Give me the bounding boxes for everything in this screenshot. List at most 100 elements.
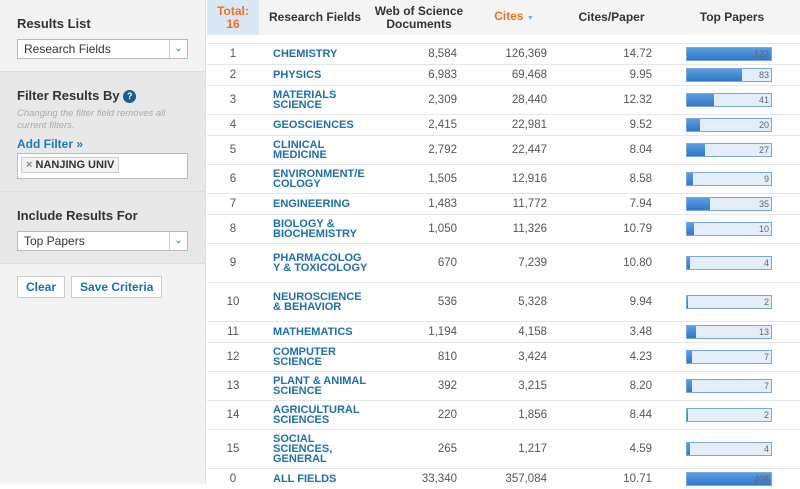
- header-research-fields[interactable]: Research Fields: [259, 0, 369, 35]
- top-papers-bar[interactable]: 13: [686, 324, 772, 339]
- results-list-select[interactable]: Research Fields ⌄: [17, 39, 188, 59]
- cites-per-paper-cell: 8.04: [559, 134, 664, 164]
- bar-value: 408: [753, 473, 769, 484]
- field-link[interactable]: SOCIAL SCIENCES, GENERAL: [259, 428, 369, 468]
- row-rank: 12: [207, 341, 259, 371]
- top-papers-cell: 35: [664, 192, 800, 214]
- bar-fill: [687, 172, 693, 185]
- header-cites[interactable]: Cites ▼: [469, 0, 559, 35]
- table-row: 1 CHEMISTRY 8,584 126,369 14.72 127: [207, 42, 800, 64]
- top-papers-bar[interactable]: 10: [686, 221, 772, 236]
- cites-per-paper-cell: 4.23: [559, 341, 664, 371]
- header-cites-per-paper[interactable]: Cites/Paper: [559, 0, 664, 35]
- save-criteria-button[interactable]: Save Criteria: [71, 276, 163, 298]
- top-papers-bar[interactable]: 35: [686, 196, 772, 211]
- cites-per-paper-cell: 10.80: [559, 242, 664, 282]
- bar-value: 10: [758, 223, 769, 234]
- table-row: 9 PHARMACOLOG Y & TOXICOLOGY 670 7,239 1…: [207, 242, 800, 282]
- field-link[interactable]: GEOSCIENCES: [259, 113, 369, 135]
- bar-fill: [687, 472, 771, 485]
- clear-button[interactable]: Clear: [17, 276, 66, 298]
- bar-fill: [687, 93, 715, 106]
- field-link[interactable]: PLANT & ANIMAL SCIENCE: [259, 370, 369, 400]
- top-papers-cell: 408: [664, 467, 800, 489]
- top-papers-bar[interactable]: 27: [686, 142, 772, 157]
- table-row: 8 BIOLOGY & BIOCHEMISTRY 1,050 11,326 10…: [207, 213, 800, 243]
- row-rank: 14: [207, 399, 259, 429]
- cites-per-paper-cell: 10.79: [559, 213, 664, 243]
- top-papers-bar[interactable]: 9: [686, 171, 772, 186]
- cites-per-paper-cell: 8.20: [559, 370, 664, 400]
- header-top-papers[interactable]: Top Papers: [664, 0, 800, 35]
- field-link[interactable]: ENVIRONMENT/E COLOGY: [259, 163, 369, 193]
- top-papers-bar[interactable]: 2: [686, 407, 772, 422]
- cites-per-paper-cell: 9.52: [559, 113, 664, 135]
- field-link[interactable]: PHYSICS: [259, 63, 369, 85]
- filter-input[interactable]: × NANJING UNIV: [17, 153, 188, 179]
- field-link[interactable]: PHARMACOLOG Y & TOXICOLOGY: [259, 242, 369, 282]
- include-value: Top Papers: [24, 234, 85, 248]
- add-filter-link[interactable]: Add Filter »: [17, 137, 84, 151]
- field-link[interactable]: AGRICULTURAL SCIENCES: [259, 399, 369, 429]
- documents-cell: 392: [369, 370, 469, 400]
- header-documents[interactable]: Web of Science Documents: [369, 0, 469, 35]
- field-link[interactable]: CLINICAL MEDICINE: [259, 134, 369, 164]
- table-row: 5 CLINICAL MEDICINE 2,792 22,447 8.04 27: [207, 134, 800, 164]
- question-circle-icon[interactable]: ?: [123, 90, 137, 103]
- top-papers-bar[interactable]: 83: [686, 67, 772, 82]
- top-papers-cell: 41: [664, 84, 800, 114]
- row-rank: 13: [207, 370, 259, 400]
- cites-per-paper-cell: 14.72: [559, 42, 664, 64]
- top-papers-bar[interactable]: 2: [686, 294, 772, 309]
- cites-cell: 22,447: [469, 134, 559, 164]
- cites-cell: 11,326: [469, 213, 559, 243]
- top-papers-bar[interactable]: 4: [686, 441, 772, 456]
- cites-cell: 126,369: [469, 42, 559, 64]
- documents-cell: 2,415: [369, 113, 469, 135]
- top-papers-bar[interactable]: 41: [686, 92, 772, 107]
- row-rank: 7: [207, 192, 259, 214]
- top-papers-bar[interactable]: 7: [686, 349, 772, 364]
- documents-cell: 8,584: [369, 42, 469, 64]
- field-link[interactable]: NEUROSCIENCE & BEHAVIOR: [259, 281, 369, 321]
- cites-cell: 11,772: [469, 192, 559, 214]
- field-link[interactable]: MATERIALS SCIENCE: [259, 84, 369, 114]
- cites-cell: 3,424: [469, 341, 559, 371]
- documents-cell: 2,792: [369, 134, 469, 164]
- table-row: 6 ENVIRONMENT/E COLOGY 1,505 12,916 8.58…: [207, 163, 800, 193]
- field-link[interactable]: ALL FIELDS: [259, 467, 369, 489]
- field-link[interactable]: MATHEMATICS: [259, 320, 369, 342]
- results-list-title: Results List: [17, 16, 91, 31]
- top-papers-cell: 27: [664, 134, 800, 164]
- chevron-down-icon[interactable]: ⌄: [169, 40, 187, 58]
- top-papers-cell: 4: [664, 242, 800, 282]
- cites-cell: 1,217: [469, 428, 559, 468]
- cites-per-paper-cell: 9.95: [559, 63, 664, 85]
- bar-value: 41: [758, 94, 769, 105]
- top-papers-bar[interactable]: 20: [686, 117, 772, 132]
- cites-cell: 7,239: [469, 242, 559, 282]
- remove-chip-icon[interactable]: ×: [26, 159, 33, 171]
- results-list-value: Research Fields: [24, 42, 111, 56]
- top-papers-bar[interactable]: 7: [686, 378, 772, 393]
- table-row: 14 AGRICULTURAL SCIENCES 220 1,856 8.44 …: [207, 399, 800, 429]
- cites-per-paper-cell: 12.32: [559, 84, 664, 114]
- bar-fill: [687, 295, 689, 308]
- bar-value: 13: [758, 326, 769, 337]
- field-link[interactable]: ENGINEERING: [259, 192, 369, 214]
- table-row: 0 ALL FIELDS 33,340 357,084 10.71 408: [207, 467, 800, 489]
- filter-note: Changing the filter field removes all cu…: [17, 108, 166, 131]
- chevron-down-icon[interactable]: ⌄: [169, 232, 187, 250]
- field-link[interactable]: CHEMISTRY: [259, 42, 369, 64]
- cites-cell: 357,084: [469, 467, 559, 489]
- top-papers-bar[interactable]: 4: [686, 255, 772, 270]
- include-select[interactable]: Top Papers ⌄: [17, 231, 188, 251]
- table-row: 2 PHYSICS 6,983 69,468 9.95 83: [207, 63, 800, 85]
- bar-value: 35: [758, 198, 769, 209]
- top-papers-cell: 127: [664, 42, 800, 64]
- top-papers-bar[interactable]: 127: [686, 46, 772, 61]
- top-papers-bar[interactable]: 408: [686, 471, 772, 486]
- field-link[interactable]: BIOLOGY & BIOCHEMISTRY: [259, 213, 369, 243]
- field-link[interactable]: COMPUTER SCIENCE: [259, 341, 369, 371]
- documents-cell: 2,309: [369, 84, 469, 114]
